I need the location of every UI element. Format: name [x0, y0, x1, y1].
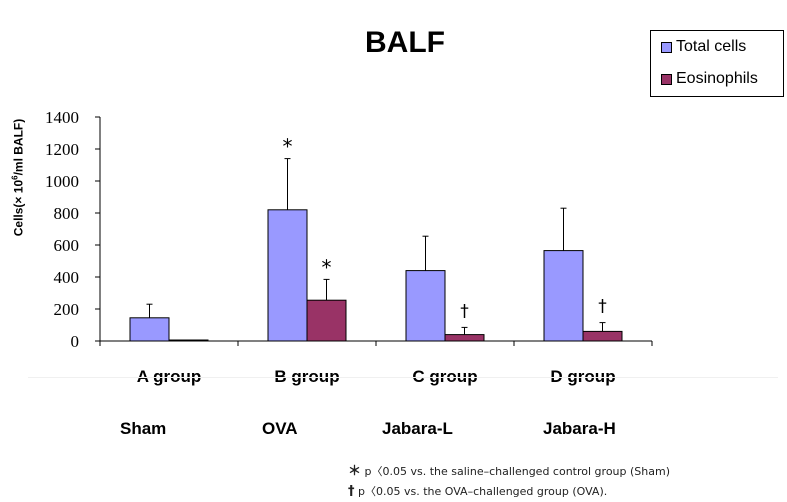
bar: [444, 334, 485, 342]
legend-swatch-total-cells: [661, 41, 672, 53]
x-category-label: B group: [274, 367, 339, 386]
bar: [267, 209, 308, 342]
legend-swatch-eosinophils: [661, 73, 672, 85]
bar: [405, 270, 446, 342]
y-tick-label: 1400: [45, 108, 79, 127]
footnote-asterisk-text: p〈0.05 vs. the saline–challenged control…: [364, 465, 670, 478]
y-tick-label: 1000: [45, 172, 79, 191]
legend-item-total-cells: Total cells: [661, 37, 746, 57]
y-axis-label: Cells(× 106/ml BALF): [11, 98, 26, 258]
sub-label-jabara-h: Jabara-H: [543, 419, 616, 438]
x-category-label: C group: [412, 367, 477, 386]
y-tick-label: 1200: [45, 140, 79, 159]
legend-item-eosinophils: Eosinophils: [661, 69, 758, 89]
footnote-dagger: † p〈0.05 vs. the OVA–challenged group (O…: [348, 483, 607, 499]
divider-line: [28, 377, 778, 378]
legend-label-total-cells: Total cells: [676, 38, 747, 55]
significance-marker: †: [460, 301, 469, 321]
footnote-asterisk: ＊ p〈0.05 vs. the saline–challenged contr…: [348, 460, 670, 479]
legend: Total cells Eosinophils: [650, 30, 784, 97]
bar: [306, 299, 347, 342]
y-tick-label: 800: [54, 204, 80, 223]
chart-title: BALF: [365, 26, 445, 59]
bar: [129, 317, 170, 342]
sub-label-sham: Sham: [120, 419, 167, 438]
footnote-dagger-mark: †: [348, 484, 355, 499]
sub-label-jabara-l: Jabara-L: [382, 419, 453, 438]
significance-marker: *: [322, 255, 332, 279]
y-axis-label-sup: 6: [10, 175, 20, 180]
x-category-label: D group: [550, 367, 615, 386]
sub-label-ova: OVA: [262, 419, 298, 438]
y-axis-label-tail: /ml BALF): [11, 118, 26, 176]
y-tick-label: 400: [54, 268, 80, 287]
significance-marker: †: [598, 297, 607, 317]
y-tick-label: 200: [54, 300, 80, 319]
x-category-label: A group: [137, 367, 202, 386]
footnote-asterisk-mark: ＊: [348, 464, 362, 479]
y-tick-label: 600: [54, 236, 80, 255]
legend-label-eosinophils: Eosinophils: [676, 70, 758, 87]
footnote-dagger-text: p〈0.05 vs. the OVA–challenged group (OVA…: [358, 485, 608, 498]
significance-marker: *: [283, 135, 293, 159]
y-axis-label-main: Cells(× 10: [11, 179, 26, 237]
y-tick-label: 0: [71, 332, 80, 351]
bar: [543, 250, 584, 342]
bar: [582, 330, 623, 342]
